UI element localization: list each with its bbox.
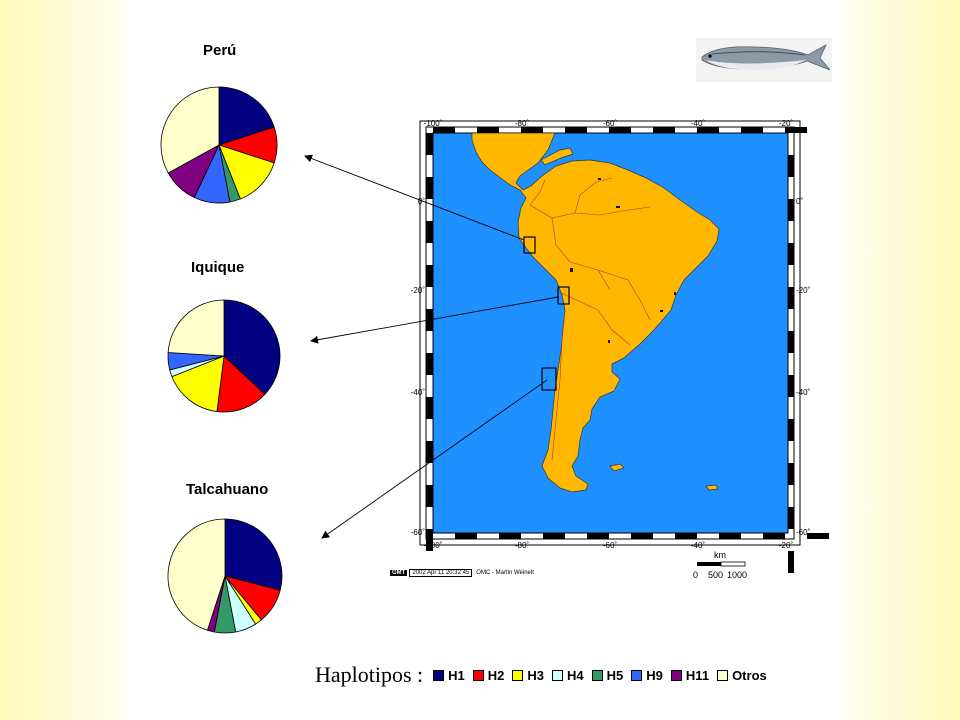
lon-label-bottom: -60˚ [603, 541, 618, 550]
legend-swatch [631, 669, 643, 681]
legend-item-h5: H5 [591, 667, 624, 683]
legend-item-h11: H11 [670, 667, 710, 683]
scale-unit: km [714, 550, 726, 560]
scale-label-0: 0 [693, 570, 698, 580]
pie-perú [160, 86, 278, 204]
pie-slice-h3 [171, 355, 225, 413]
legend-swatch [472, 669, 484, 681]
pie-slice-h3 [218, 144, 275, 200]
gmt-date: 2002 Apr 11 20:32:45 [409, 569, 473, 577]
arrow-peru [304, 154, 525, 241]
legend-item-h4: H4 [552, 668, 584, 683]
lon-label-top: -40˚ [691, 119, 706, 128]
legend-label: H9 [646, 667, 663, 683]
pie-slice-otros [160, 86, 220, 174]
scale-segment-1 [697, 562, 721, 566]
legend-label: H2 [487, 667, 505, 683]
legend-item-h2: H2 [472, 667, 505, 683]
haplotype-legend: Haplotipos : H1 H2 H3 H4 H5 H9 H11 Otros [315, 660, 775, 690]
south-america-land [471, 133, 720, 493]
pie-slice-h1 [218, 86, 275, 146]
pie-title-iquique: Iquique [191, 259, 245, 276]
map-scale-bar: km 0 500 1000 [693, 550, 747, 580]
legend-swatch [552, 669, 564, 681]
gmt-stamp: GMT 2002 Apr 11 20:32:45 OMC - Martin We… [390, 569, 534, 577]
lon-label-bottom: -40˚ [691, 541, 706, 550]
lat-label-left: -60˚ [411, 528, 426, 537]
lat-label-right: -20˚ [796, 286, 811, 295]
pie-title-peru: Perú [203, 42, 237, 59]
pie-slice-otros [167, 518, 226, 631]
fish-picture [696, 38, 832, 82]
legend-swatch [591, 669, 603, 681]
legend-swatch [670, 669, 682, 681]
gmt-credit: OMC - Martin Weinelt [476, 570, 534, 576]
scale-label-500: 500 [708, 570, 723, 580]
pie-talcahuano [167, 518, 283, 634]
lat-label-left: -40˚ [411, 388, 426, 397]
lon-label-bottom: -100˚ [424, 541, 443, 550]
legend-label: H1 [448, 667, 465, 683]
sampling-box-peru [523, 236, 536, 254]
pie-title-talcahuano: Talcahuano [186, 481, 269, 498]
lat-label-left: 0˚ [418, 197, 425, 206]
lat-label-left: -20˚ [411, 286, 426, 295]
country-borders [529, 177, 651, 461]
pie-slice-h1 [224, 518, 283, 591]
pie-slice-h2 [216, 355, 266, 413]
scale-label-1000: 1000 [727, 570, 747, 580]
scale-segment-2 [720, 561, 746, 567]
pie-slice-h1 [223, 299, 281, 395]
legend-label: H5 [606, 667, 624, 683]
pie-charts [160, 86, 283, 634]
lat-label-right: -60˚ [796, 528, 811, 537]
pie-slice-otros [167, 299, 225, 357]
lon-label-top: -80˚ [515, 119, 530, 128]
legend-item-otros: Otros [717, 668, 767, 683]
legend-label: H11 [685, 667, 710, 683]
gmt-logo: GMT [390, 570, 408, 576]
lon-label-bottom: -80˚ [515, 541, 530, 550]
legend-label: Otros [732, 667, 767, 683]
legend-item-h9: H9 [631, 668, 663, 683]
lon-label-top: -20˚ [779, 119, 794, 128]
legend-swatch [512, 669, 524, 681]
lon-label-bottom: -20˚ [779, 541, 794, 550]
legend-swatch [717, 669, 729, 681]
lakes [570, 178, 676, 343]
legend-swatch [433, 669, 445, 681]
pie-iquique [167, 299, 281, 413]
south-america-map: -100˚ -100˚ -80˚ -80˚ -60˚ -60˚ -40˚ -40˚ -20˚ -2… [411, 119, 829, 573]
legend-item-h1: H1 [433, 668, 465, 683]
arrow-iquique [310, 296, 559, 344]
legend-label: H3 [527, 667, 545, 683]
lon-label-top: -60˚ [603, 119, 618, 128]
lat-label-right: 0˚ [796, 197, 803, 206]
legend-label: H4 [567, 667, 584, 683]
sampling-box-talcahuano [541, 367, 557, 391]
arrow-talcahuano [321, 379, 548, 539]
lat-label-right: -40˚ [796, 388, 811, 397]
legend-title: Haplotipos : [315, 662, 424, 687]
sampling-box-iquique [557, 286, 570, 305]
legend-item-h3: H3 [512, 668, 544, 683]
lon-label-top: -100˚ [424, 119, 443, 128]
